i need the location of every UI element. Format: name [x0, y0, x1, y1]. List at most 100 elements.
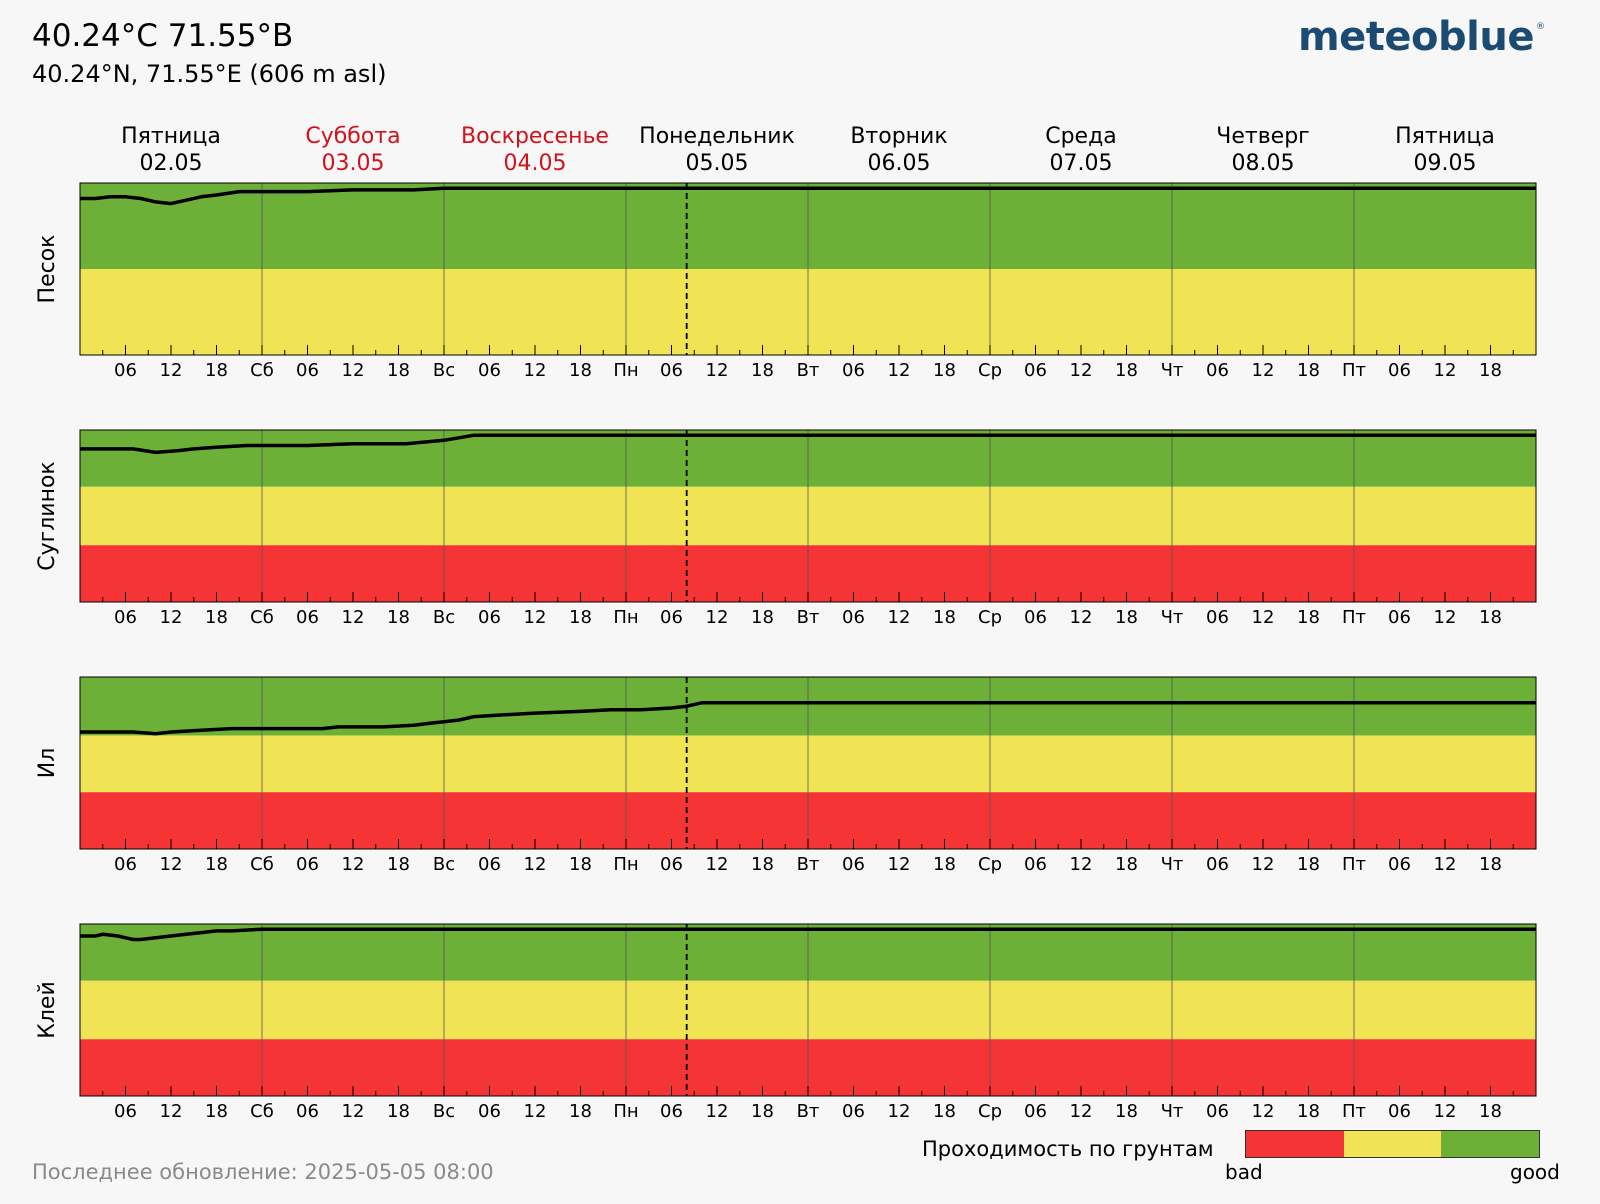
- legend-swatch-medium: [1343, 1131, 1442, 1157]
- x-hour-label: 18: [1479, 360, 1502, 381]
- x-hour-label: 18: [1115, 607, 1138, 628]
- x-day-label: Вт: [797, 1101, 820, 1122]
- x-hour-label: 06: [114, 854, 137, 875]
- x-hour-label: 12: [706, 360, 729, 381]
- x-hour-label: 18: [751, 1101, 774, 1122]
- x-hour-label: 12: [342, 607, 365, 628]
- x-day-label: Пт: [1342, 854, 1366, 875]
- x-hour-label: 06: [296, 854, 319, 875]
- x-hour-label: 06: [1024, 854, 1047, 875]
- x-hour-label: 18: [933, 854, 956, 875]
- x-hour-label: 06: [478, 1101, 501, 1122]
- panel-3: Ил 06 12 18 Сб 06 12 18 Вс 06 12 18 Пн 06 12 18 Вт 06 12 18…: [35, 676, 1537, 875]
- day-name-label: Понедельник: [639, 124, 795, 149]
- panel-y-label: Песок: [35, 235, 60, 304]
- x-day-label: Пн: [613, 607, 638, 628]
- day-name-label: Среда: [1045, 124, 1117, 149]
- panel-1: Песок 06 12 18 Сб 06 12 18 Вс 06 12 18 Пн 06 12 18 Вт 06 1…: [35, 182, 1537, 381]
- x-hour-label: 06: [660, 607, 683, 628]
- x-hour-label: 18: [933, 607, 956, 628]
- x-day-label: Сб: [250, 1101, 274, 1122]
- x-hour-label: 18: [387, 854, 410, 875]
- x-hour-label: 18: [933, 360, 956, 381]
- x-hour-label: 12: [342, 854, 365, 875]
- x-day-label: Чт: [1161, 1101, 1184, 1122]
- x-hour-label: 06: [1024, 1101, 1047, 1122]
- logo-registered-mark: ®: [1536, 22, 1545, 32]
- day-name-label: Пятница: [121, 124, 221, 149]
- legend-label: Проходимость по грунтам: [922, 1137, 1214, 1161]
- x-hour-label: 06: [842, 360, 865, 381]
- x-hour-label: 06: [842, 1101, 865, 1122]
- last-updated: Последнее обновление: 2025-05-05 08:00: [32, 1160, 494, 1184]
- x-hour-label: 06: [478, 607, 501, 628]
- x-hour-label: 06: [296, 1101, 319, 1122]
- x-hour-label: 12: [160, 360, 183, 381]
- x-hour-label: 06: [114, 1101, 137, 1122]
- x-hour-label: 18: [387, 360, 410, 381]
- panel-y-label: Ил: [35, 748, 60, 779]
- trafficability-line: [80, 433, 1536, 455]
- x-hour-label: 06: [1388, 1101, 1411, 1122]
- x-hour-label: 12: [524, 1101, 547, 1122]
- x-hour-label: 12: [1070, 360, 1093, 381]
- x-hour-label: 06: [478, 854, 501, 875]
- x-day-label: Пт: [1342, 1101, 1366, 1122]
- day-date-label: 09.05: [1414, 151, 1477, 176]
- x-day-label: Пн: [613, 1101, 638, 1122]
- x-hour-label: 12: [706, 854, 729, 875]
- x-hour-label: 12: [160, 1101, 183, 1122]
- panel-4: Клей 06 12 18 Сб 06 12 18 Вс 06 12 18 Пн 06 12 18 Вт 06 12…: [35, 923, 1537, 1122]
- x-hour-label: 12: [342, 1101, 365, 1122]
- panel-2: Суглинок 06 12 18 Сб 06 12 18 Вс 06 12 18 Пн 06 12 18 Вт…: [35, 429, 1537, 628]
- x-hour-label: 06: [1024, 360, 1047, 381]
- x-hour-label: 12: [1252, 1101, 1275, 1122]
- day-date-label: 05.05: [686, 151, 749, 176]
- trafficability-line: [80, 186, 1536, 206]
- day-date-label: 02.05: [140, 151, 203, 176]
- x-day-label: Сб: [250, 360, 274, 381]
- x-hour-label: 18: [569, 854, 592, 875]
- x-hour-label: 12: [1434, 1101, 1457, 1122]
- x-hour-label: 18: [1479, 607, 1502, 628]
- x-hour-label: 18: [1297, 854, 1320, 875]
- x-hour-label: 12: [888, 360, 911, 381]
- page-title: 40.24°C 71.55°B: [32, 18, 294, 54]
- x-hour-label: 06: [296, 607, 319, 628]
- x-hour-label: 18: [1115, 854, 1138, 875]
- x-hour-label: 12: [1434, 854, 1457, 875]
- x-day-label: Сб: [250, 607, 274, 628]
- x-hour-label: 06: [660, 854, 683, 875]
- x-hour-label: 06: [1206, 1101, 1229, 1122]
- x-hour-label: 06: [114, 607, 137, 628]
- day-date-label: 06.05: [868, 151, 931, 176]
- day-date-label: 08.05: [1232, 151, 1295, 176]
- x-day-label: Пт: [1342, 360, 1366, 381]
- x-hour-label: 12: [1252, 854, 1275, 875]
- x-day-label: Пн: [613, 360, 638, 381]
- legend-bad-label: bad: [1225, 1160, 1263, 1184]
- x-hour-label: 12: [1252, 607, 1275, 628]
- x-hour-label: 12: [888, 1101, 911, 1122]
- x-hour-label: 06: [1024, 607, 1047, 628]
- x-day-label: Вт: [797, 854, 820, 875]
- x-hour-label: 12: [706, 1101, 729, 1122]
- day-date-label: 04.05: [504, 151, 567, 176]
- x-day-label: Вс: [433, 360, 455, 381]
- legend-swatch-bad: [1246, 1131, 1344, 1157]
- x-hour-label: 18: [1297, 1101, 1320, 1122]
- x-hour-label: 06: [1388, 854, 1411, 875]
- x-hour-label: 12: [1070, 607, 1093, 628]
- day-name-label: Четверг: [1216, 124, 1309, 149]
- x-hour-label: 18: [1297, 360, 1320, 381]
- x-day-label: Ср: [978, 854, 1002, 875]
- day-name-label: Суббота: [305, 124, 400, 149]
- day-date-label: 07.05: [1050, 151, 1113, 176]
- x-hour-label: 18: [1115, 1101, 1138, 1122]
- trafficability-line: [80, 927, 1536, 942]
- meteoblue-logo[interactable]: meteoblue ®: [1298, 14, 1545, 60]
- x-day-label: Вс: [433, 1101, 455, 1122]
- x-hour-label: 18: [205, 854, 228, 875]
- x-hour-label: 12: [524, 360, 547, 381]
- legend-swatch-good: [1441, 1131, 1540, 1157]
